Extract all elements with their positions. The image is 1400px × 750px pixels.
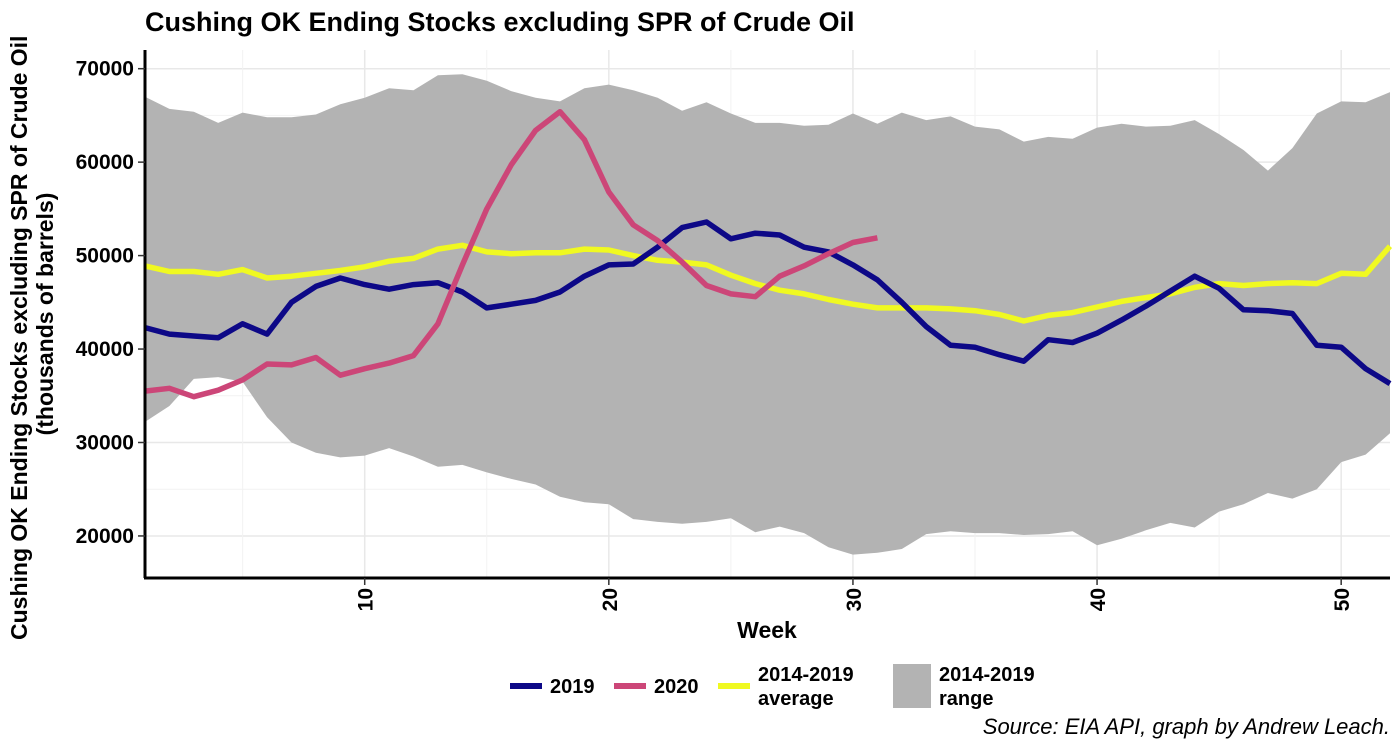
series-line-2019 <box>144 219 1392 386</box>
chart-title: Cushing OK Ending Stocks excluding SPR o… <box>145 7 855 37</box>
x-ticks: 10 20 30 40 50 <box>355 578 1354 611</box>
legend-label-average-line1: 2014-2019 <box>758 664 854 686</box>
y-axis-label-line1: Cushing OK Ending Stocks excluding SPR o… <box>6 36 32 640</box>
series-lines <box>144 108 1393 400</box>
y-tick-label: 20000 <box>76 525 134 548</box>
legend-label-average-line2: average <box>758 688 834 710</box>
source-caption: Source: EIA API, graph by Andrew Leach. <box>983 714 1390 739</box>
y-tick-label: 40000 <box>76 338 134 361</box>
x-tick-label: 50 <box>1331 588 1354 611</box>
y-tick-label: 30000 <box>76 431 134 454</box>
legend-label-range-line2: range <box>939 688 993 710</box>
legend-label-range-line1: 2014-2019 <box>939 664 1035 686</box>
y-tick-label: 50000 <box>76 245 134 268</box>
x-tick-label: 20 <box>599 588 622 611</box>
x-axis-label: Week <box>737 617 797 643</box>
legend-label-2019: 2019 <box>550 676 595 698</box>
y-tick-label: 60000 <box>76 151 134 174</box>
series-line-2020 <box>144 108 878 400</box>
legend-label-2020: 2020 <box>654 676 699 698</box>
legend: 2019 2020 2014-2019 average 2014-2019 ra… <box>510 664 1035 710</box>
legend-swatch-range <box>893 664 931 708</box>
x-tick-label: 40 <box>1087 588 1110 611</box>
range-area <box>145 74 1390 555</box>
x-tick-label: 10 <box>355 588 378 611</box>
y-tick-label: 70000 <box>76 58 134 81</box>
y-ticks: 20000 30000 40000 50000 60000 70000 <box>76 58 145 548</box>
y-axis-label-line2: (thousands of barrels) <box>32 193 58 436</box>
x-tick-label: 30 <box>843 588 866 611</box>
